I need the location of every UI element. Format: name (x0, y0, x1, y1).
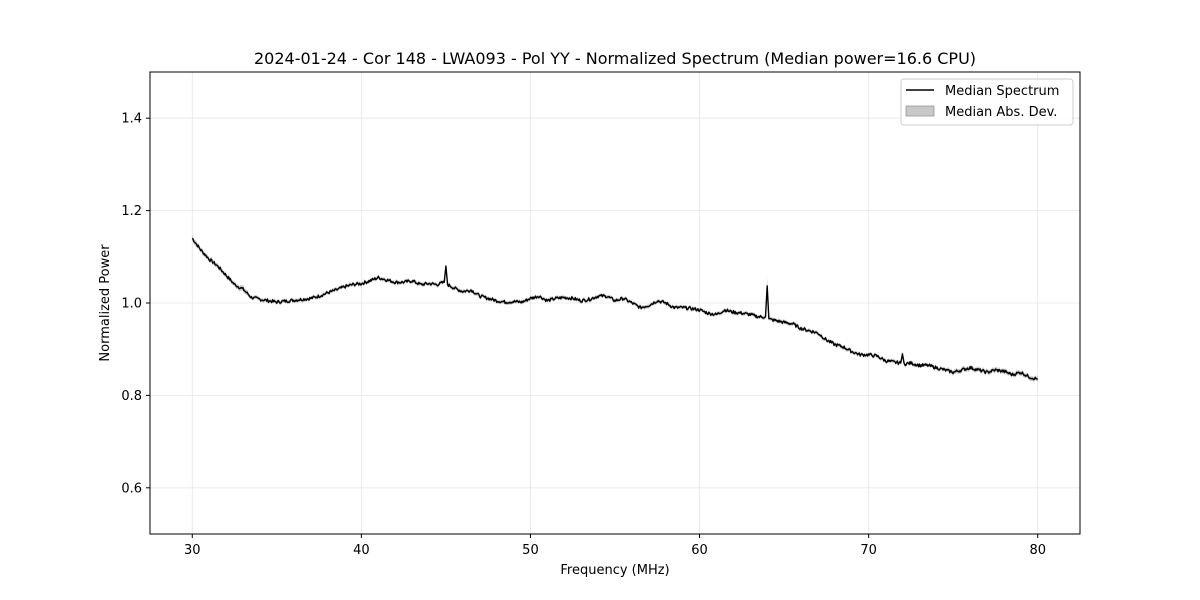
x-tick-label: 80 (1029, 543, 1046, 558)
legend-median-label: Median Spectrum (945, 84, 1059, 99)
y-tick-label: 1.0 (121, 297, 142, 312)
legend: Median Spectrum Median Abs. Dev. (900, 78, 1074, 126)
y-tick-label: 0.8 (121, 389, 142, 404)
median-spectrum-line (191, 237, 1038, 381)
legend-mad-label: Median Abs. Dev. (945, 105, 1057, 120)
x-axis-ticks: 30 40 50 60 70 80 (184, 534, 1046, 558)
x-tick-label: 60 (691, 543, 708, 558)
legend-mad-swatch (905, 105, 935, 117)
y-tick-label: 0.6 (121, 481, 142, 496)
x-tick-label: 40 (353, 543, 370, 558)
chart-title: 2024-01-24 - Cor 148 - LWA093 - Pol YY -… (254, 49, 976, 68)
y-tick-label: 1.2 (121, 204, 142, 219)
legend-box (900, 78, 1074, 126)
x-tick-label: 50 (522, 543, 539, 558)
x-axis-label: Frequency (MHz) (560, 563, 669, 578)
y-axis-label: Normalized Power (98, 244, 113, 362)
median-line-layer (191, 237, 1038, 381)
y-axis-ticks: 0.6 0.8 1.0 1.2 1.4 (121, 112, 150, 496)
y-tick-label: 1.4 (121, 112, 142, 127)
x-tick-label: 30 (184, 543, 201, 558)
x-tick-label: 70 (860, 543, 877, 558)
